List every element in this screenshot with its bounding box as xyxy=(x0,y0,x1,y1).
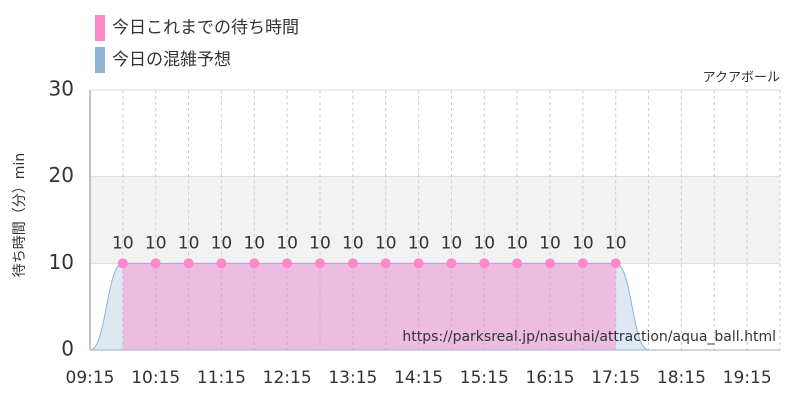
data-label: 10 xyxy=(408,233,430,253)
legend-label: 今日これまでの待ち時間 xyxy=(112,18,299,38)
band xyxy=(90,176,780,264)
point xyxy=(545,258,555,269)
data-label: 10 xyxy=(572,233,594,253)
point xyxy=(216,258,227,269)
data-label: 10 xyxy=(309,233,331,253)
data-label: 10 xyxy=(506,233,528,253)
data-label: 10 xyxy=(276,233,298,253)
point xyxy=(183,258,194,269)
data-label: 10 xyxy=(211,233,233,253)
data-label: 10 xyxy=(473,233,495,253)
point xyxy=(150,258,161,269)
x-tick-label: 12:15 xyxy=(263,368,312,388)
y-tick-label: 0 xyxy=(61,337,74,361)
y-axis-label: 待ち時間（分）min xyxy=(12,153,28,277)
legend-label: 今日の混雑予想 xyxy=(112,50,231,70)
point xyxy=(512,258,523,269)
x-tick-label: 10:15 xyxy=(131,368,180,388)
x-tick-label: 16:15 xyxy=(526,368,575,388)
point xyxy=(282,258,293,269)
data-label: 10 xyxy=(243,233,265,253)
point xyxy=(446,258,457,269)
area xyxy=(122,263,616,350)
x-tick-label: 17:15 xyxy=(591,368,640,388)
data-label: 10 xyxy=(178,233,200,253)
legend-swatch xyxy=(95,15,105,41)
y-tick-label: 10 xyxy=(49,250,74,274)
data-label: 10 xyxy=(112,233,134,253)
point xyxy=(380,258,391,269)
y-tick-label: 20 xyxy=(49,163,74,187)
data-label: 10 xyxy=(145,233,167,253)
data-label: 10 xyxy=(441,233,463,253)
y-tick-label: 30 xyxy=(49,77,74,101)
data-label: 10 xyxy=(605,233,627,253)
point xyxy=(413,258,424,269)
data-label: 10 xyxy=(342,233,364,253)
point xyxy=(249,258,260,269)
x-tick-label: 11:15 xyxy=(197,368,246,388)
corner-label: アクアボール xyxy=(703,71,780,86)
point xyxy=(610,258,621,269)
x-tick-label: 18:15 xyxy=(657,368,706,388)
point xyxy=(315,258,325,269)
watermark: https://parksreal.jp/nasuhai/attraction/… xyxy=(402,329,776,345)
area xyxy=(89,262,780,351)
legend-swatch xyxy=(95,47,105,73)
x-tick-label: 13:15 xyxy=(328,368,377,388)
point xyxy=(577,258,588,269)
data-label: 10 xyxy=(539,233,561,253)
point xyxy=(117,258,128,269)
point xyxy=(347,258,358,269)
x-tick-label: 15:15 xyxy=(460,368,509,388)
data-label: 10 xyxy=(375,233,397,253)
x-tick-label: 09:15 xyxy=(66,368,115,388)
x-tick-label: 14:15 xyxy=(394,368,443,388)
x-tick-label: 19:15 xyxy=(723,368,772,388)
point xyxy=(479,258,490,269)
